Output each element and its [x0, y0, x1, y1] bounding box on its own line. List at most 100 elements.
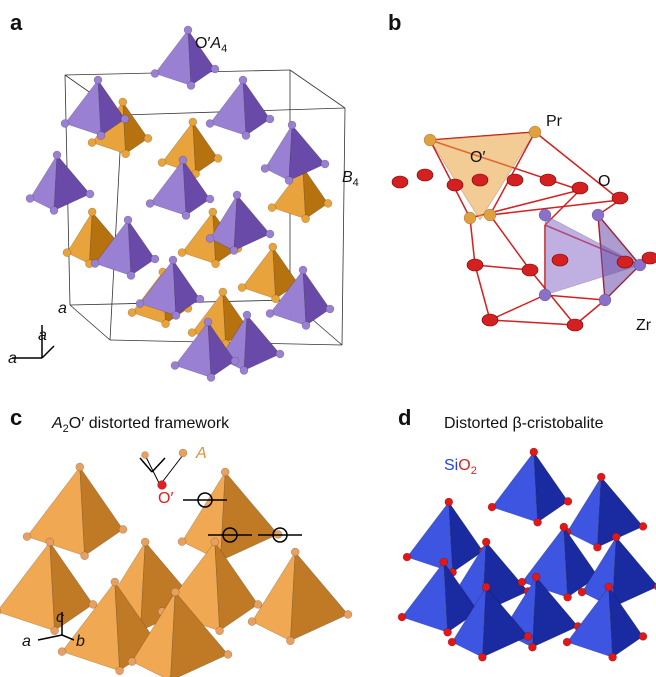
atom — [177, 537, 187, 546]
tetrahedron-face — [207, 320, 236, 379]
atom — [271, 294, 280, 304]
atom — [88, 600, 98, 609]
formula: SiO2 — [444, 457, 477, 477]
atom — [126, 271, 136, 280]
tetrahedron-face — [264, 124, 293, 181]
atom — [161, 319, 170, 329]
tetrahedron-face — [66, 211, 93, 265]
bond — [489, 131, 536, 216]
title-part: O′ distorted framework — [69, 415, 230, 432]
atom — [206, 373, 216, 382]
panel-title: A2O′ distorted framework — [51, 415, 230, 435]
atom — [577, 587, 587, 597]
atom — [551, 253, 569, 267]
atom — [265, 309, 275, 318]
bond — [289, 69, 346, 109]
atom-label: O′ — [158, 490, 173, 507]
atom — [229, 246, 239, 255]
atom — [230, 356, 240, 366]
bond — [544, 294, 606, 301]
atom — [596, 472, 606, 482]
atom — [559, 522, 569, 532]
atom-label: B4 — [342, 169, 359, 189]
atom — [523, 632, 533, 641]
labels: a O′A4 B4 a a a b Pr O′ O Zr c A2O′ dist… — [8, 10, 652, 650]
bond — [144, 454, 161, 486]
atom — [616, 255, 634, 269]
tetrahedron-face — [241, 246, 276, 300]
atom — [118, 525, 128, 534]
atom — [471, 173, 489, 187]
atom — [517, 577, 527, 587]
bond — [41, 345, 55, 359]
tetrahedron-face — [49, 540, 94, 632]
atom — [150, 69, 160, 78]
atom — [265, 229, 275, 239]
axis-label: a — [22, 633, 31, 650]
atom — [25, 194, 35, 203]
bond — [341, 107, 346, 346]
atom — [533, 518, 542, 527]
atom — [177, 248, 187, 257]
tetrahedron-face — [61, 581, 120, 672]
tetrahedron-face — [401, 561, 448, 633]
atom — [402, 552, 412, 562]
atom — [237, 283, 247, 292]
tetrahedron-face — [149, 159, 187, 216]
atom — [275, 349, 285, 359]
tetrahedron-face — [172, 258, 201, 317]
atom — [416, 168, 434, 182]
atom — [287, 120, 297, 130]
tetrahedron-face — [491, 451, 538, 523]
atom — [443, 628, 452, 637]
atom — [539, 173, 557, 187]
panel-letter: d — [398, 405, 411, 430]
atom-label: Zr — [636, 317, 652, 334]
atom-label: A — [195, 445, 207, 462]
formula-part: O — [458, 457, 470, 474]
axis-label: a — [8, 350, 17, 367]
label-part: O′ — [195, 35, 210, 52]
atom — [284, 176, 294, 185]
tetrahedron-face — [170, 591, 229, 677]
atom — [75, 462, 85, 472]
atom — [211, 259, 220, 269]
atom — [127, 308, 137, 317]
atom — [141, 451, 149, 459]
atom — [50, 626, 59, 636]
atom — [538, 208, 552, 222]
atom — [638, 632, 648, 641]
atom — [483, 208, 497, 222]
atom — [178, 448, 188, 458]
bond — [159, 454, 184, 486]
tetrahedron-face — [214, 540, 259, 632]
atom — [323, 199, 333, 208]
tetrahedron-face — [187, 28, 216, 87]
atom — [210, 64, 220, 74]
atom — [521, 263, 539, 277]
tetrahedron-face — [182, 158, 211, 217]
atom — [439, 557, 449, 567]
atom — [145, 199, 155, 208]
tetrahedron-face — [290, 551, 349, 642]
atom — [481, 582, 491, 592]
tetrahedron-face — [563, 525, 599, 598]
atom — [253, 600, 263, 609]
atom — [563, 593, 572, 602]
atom — [506, 173, 524, 187]
atom — [181, 211, 191, 220]
atom — [242, 310, 252, 320]
atom — [170, 361, 180, 370]
atom — [247, 617, 257, 626]
atom — [463, 211, 477, 225]
atom-label: O′A4 — [195, 35, 227, 55]
bond — [489, 294, 546, 321]
atom — [566, 318, 584, 332]
atom — [205, 119, 215, 128]
bond — [474, 264, 491, 321]
bond — [69, 304, 111, 341]
atom — [528, 643, 537, 652]
label-part: 4 — [221, 43, 227, 55]
formula-part: 2 — [471, 465, 477, 477]
